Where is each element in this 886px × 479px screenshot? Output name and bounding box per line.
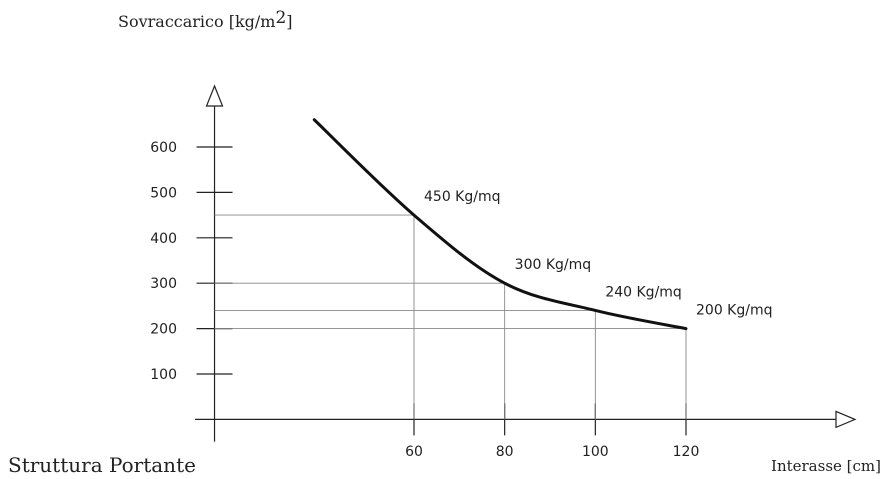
y-tick-label: 400: [150, 231, 177, 247]
y-tick-label: 500: [150, 185, 177, 201]
data-label: 450 Kg/mq: [424, 189, 500, 205]
x-tick-label: 100: [582, 444, 609, 460]
chart-caption: Struttura Portante: [8, 453, 196, 477]
x-tick-label: 80: [496, 444, 514, 460]
y-axis-title: Sovraccarico [kg/m2]: [118, 8, 293, 31]
x-tick-label: 60: [405, 444, 423, 460]
y-tick-label: 600: [150, 140, 177, 156]
y-tick-label: 100: [150, 367, 177, 383]
y-tick-label: 200: [150, 322, 177, 338]
plot-area: 100 200 300 400 500 600 60 80 100 120 450 Kg/mq 300…: [150, 84, 857, 460]
x-axis-title: Interasse [cm]: [771, 457, 881, 475]
x-axis-arrow: [835, 410, 857, 429]
y-axis-arrow: [205, 84, 224, 107]
data-label: 240 Kg/mq: [605, 284, 681, 300]
data-line: [312, 118, 688, 331]
data-label: 200 Kg/mq: [696, 303, 772, 319]
data-label: 300 Kg/mq: [515, 257, 591, 273]
x-tick-label: 120: [673, 444, 700, 460]
y-tick-label: 300: [150, 276, 177, 292]
